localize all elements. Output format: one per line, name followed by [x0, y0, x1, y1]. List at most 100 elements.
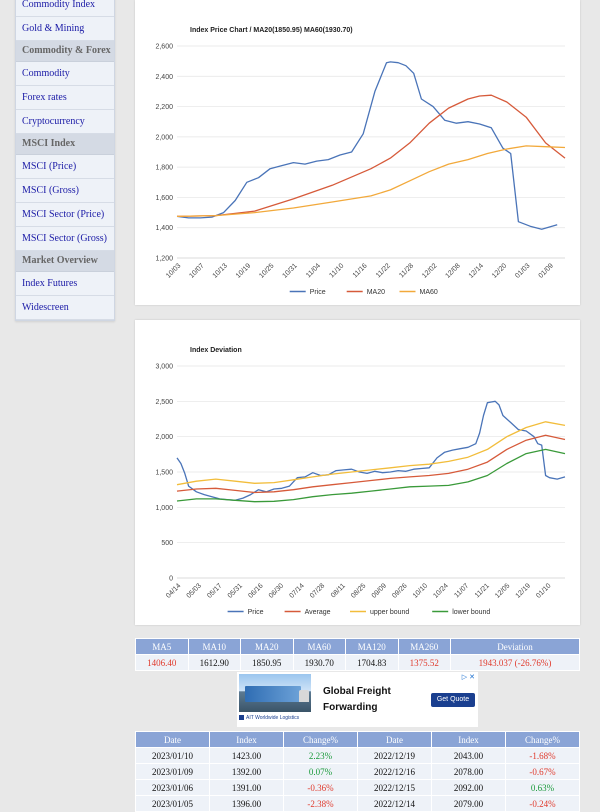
table-cell: -2.38%	[283, 795, 358, 812]
y-tick-label: 1,500	[155, 470, 173, 477]
x-tick-label: 12/02	[421, 262, 438, 279]
ma-header-ma10: MA10	[187, 638, 241, 655]
y-tick-label: 2,000	[155, 134, 173, 141]
x-tick-label: 09/26	[391, 582, 408, 599]
sidebar-item-cryptocurrency[interactable]: Cryptocurrency	[16, 110, 114, 134]
table-cell: 2022/12/19	[357, 747, 432, 764]
sidebar-item-index-futures[interactable]: Index Futures	[16, 272, 114, 296]
table-row: 2023/01/05 1396.00 -2.38% 2022/12/14 2079.00…	[135, 795, 580, 812]
ma-value-ma5: 1406.40	[135, 654, 189, 671]
x-tick-label: 06/16	[247, 582, 264, 599]
x-tick-label: 11/16	[352, 262, 369, 279]
y-tick-label: 0	[169, 576, 173, 583]
legend-label-average[interactable]: Average	[305, 609, 331, 616]
x-tick-label: 10/19	[235, 262, 252, 279]
legend-label-price[interactable]: Price	[248, 609, 264, 616]
sidebar-item-commodity-index[interactable]: Commodity Index	[16, 0, 114, 17]
chart-title: Index Price Chart / MA20(1850.95) MA60(1…	[190, 27, 353, 34]
legend-label-lower-bound[interactable]: lower bound	[452, 609, 490, 616]
x-tick-label: 11/07	[453, 582, 470, 599]
legend-label-price[interactable]: Price	[310, 289, 326, 296]
legend-label-upper-bound[interactable]: upper bound	[370, 609, 409, 616]
x-tick-label: 12/14	[468, 262, 485, 279]
sidebar-item-msci-price[interactable]: MSCI (Price)	[16, 155, 114, 179]
ma-value-deviation: 1943.037 (-26.76%)	[450, 654, 580, 671]
moving-average-table: MA5 MA10 MA20 MA60 MA120 MA260 Deviation 1406.…	[135, 638, 580, 671]
table-cell: 2092.00	[431, 779, 506, 796]
sidebar-item-msci-sector-price[interactable]: MSCI Sector (Price)	[16, 203, 114, 227]
table-cell: 2079.00	[431, 795, 506, 812]
x-tick-label: 12/19	[515, 582, 532, 599]
x-tick-label: 10/24	[432, 582, 449, 599]
legend-label-ma60[interactable]: MA60	[420, 289, 438, 296]
table-cell: 1391.00	[209, 779, 284, 796]
sidebar-item-commodity[interactable]: Commodity	[16, 62, 114, 86]
sidebar-item-msci-sector-gross[interactable]: MSCI Sector (Gross)	[16, 227, 114, 251]
history-header-date: Date	[357, 731, 432, 748]
x-tick-label: 08/11	[330, 582, 347, 599]
sidebar-item-msci-gross[interactable]: MSCI (Gross)	[16, 179, 114, 203]
y-tick-label: 2,500	[155, 399, 173, 406]
table-cell: 2023/01/10	[135, 747, 210, 764]
series-line-ma20	[176, 94, 566, 218]
x-tick-label: 06/30	[268, 582, 285, 599]
table-cell: -0.24%	[505, 795, 580, 812]
chart-title: Index Deviation	[190, 347, 242, 354]
ma-value-ma260: 1375.52	[397, 654, 451, 671]
table-cell: 2022/12/15	[357, 779, 432, 796]
sidebar-item-gold-mining[interactable]: Gold & Mining	[16, 17, 114, 41]
sidebar-heading-market-overview: Market Overview	[16, 251, 114, 272]
ad-brand-name: AIT Worldwide Logistics	[246, 715, 300, 721]
ad-title: Global Freight Forwarding	[323, 686, 391, 713]
x-tick-label: 11/04	[305, 262, 322, 279]
table-row: 2023/01/06 1391.00 -0.36% 2022/12/15 2092.00…	[135, 779, 580, 796]
x-tick-label: 12/05	[494, 582, 511, 599]
y-tick-label: 500	[161, 540, 173, 547]
x-tick-label: 07/14	[288, 582, 305, 599]
ma-value-ma60: 1930.70	[292, 654, 346, 671]
y-tick-label: 2,200	[155, 104, 173, 111]
table-cell: -1.68%	[505, 747, 580, 764]
table-cell: -0.36%	[283, 779, 358, 796]
ma-header-ma60: MA60	[292, 638, 346, 655]
ad-banner[interactable]: Global Freight Forwarding Get Quote ▷ ✕ …	[237, 672, 478, 727]
series-line-lower-bound	[176, 448, 566, 503]
series-line-price	[176, 400, 566, 501]
x-tick-label: 04/14	[165, 582, 182, 599]
table-row: 2023/01/09 1392.00 0.07% 2022/12/16 2078.00-…	[135, 763, 580, 780]
x-tick-label: 05/31	[227, 582, 244, 599]
history-header-change: Change%	[283, 731, 358, 748]
table-cell: 2023/01/05	[135, 795, 210, 812]
series-line-upper-bound	[176, 421, 566, 486]
sidebar-item-widescreen[interactable]: Widescreen	[16, 296, 114, 320]
ma-header-deviation: Deviation	[450, 638, 580, 655]
legend-label-ma20[interactable]: MA20	[367, 289, 385, 296]
x-tick-label: 10/25	[258, 262, 275, 279]
y-tick-label: 1,200	[155, 256, 173, 263]
x-tick-label: 10/07	[188, 262, 205, 279]
ad-choices-icon[interactable]: ▷ ✕	[461, 674, 475, 681]
sidebar-item-forex-rates[interactable]: Forex rates	[16, 86, 114, 110]
x-tick-label: 10/10	[412, 582, 429, 599]
y-tick-label: 2,600	[155, 44, 173, 51]
series-line-ma60	[176, 145, 566, 218]
table-cell: 2022/12/16	[357, 763, 432, 780]
get-quote-button[interactable]: Get Quote	[431, 693, 475, 707]
index-price-chart: Index Price Chart / MA20(1850.95) MA60(1…	[155, 27, 566, 296]
x-tick-label: 11/21	[474, 582, 491, 599]
index-deviation-chart-panel: Index Deviation 0 500 1,000 1,500 2,000 2,500 3…	[135, 320, 580, 625]
y-tick-label: 2,400	[155, 74, 173, 81]
ma-value-ma120: 1704.83	[345, 654, 399, 671]
sidebar-heading-commodity-forex: Commodity & Forex	[16, 41, 114, 62]
x-tick-label: 08/25	[350, 582, 367, 599]
table-cell: 2023/01/09	[135, 763, 210, 780]
ma-header-ma120: MA120	[345, 638, 399, 655]
ma-value-ma20: 1850.95	[240, 654, 294, 671]
ad-brand-logo: AIT Worldwide Logistics	[239, 715, 299, 721]
y-tick-label: 1,000	[155, 505, 173, 512]
ma-header-ma20: MA20	[240, 638, 294, 655]
history-header-index: Index	[431, 731, 506, 748]
sidebar-nav: Commodity Index Gold & Mining Commodity & …	[15, 0, 115, 321]
x-tick-label: 05/17	[206, 582, 223, 599]
x-tick-label: 12/08	[444, 262, 461, 279]
